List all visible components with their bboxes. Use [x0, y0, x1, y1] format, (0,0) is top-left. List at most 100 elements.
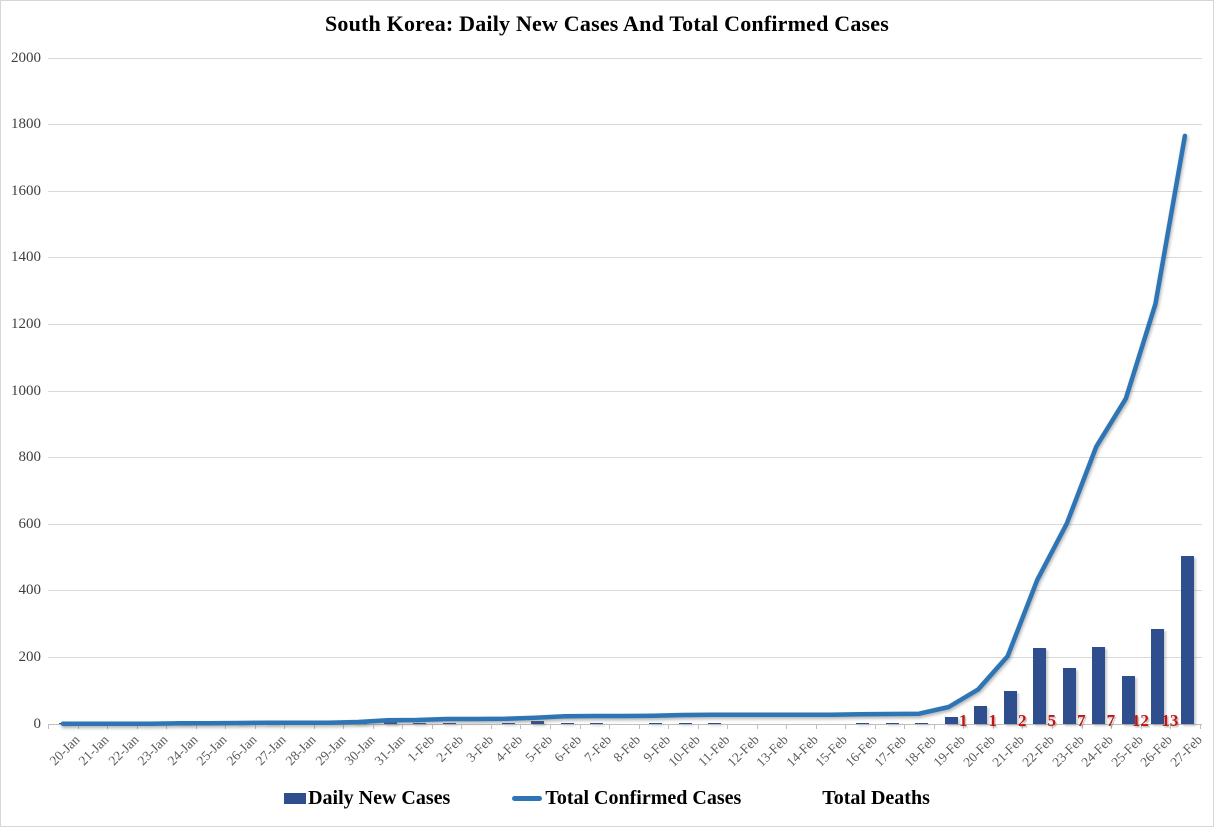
x-tickmark: [1052, 724, 1054, 729]
gridline: [48, 590, 1202, 592]
total-confirmed-cases-line: [60, 133, 1188, 726]
x-tickmark: [1081, 724, 1083, 729]
y-tick-label: 800: [18, 449, 42, 466]
daily-new-cases-bar: [501, 723, 515, 724]
x-tickmark: [579, 724, 581, 729]
x-tickmark: [904, 724, 906, 729]
daily-new-cases-bar: [1003, 690, 1017, 724]
daily-new-cases-bar: [708, 723, 722, 724]
x-tickmark: [313, 724, 315, 729]
x-tickmark: [756, 724, 758, 729]
legend-label: Daily New Cases: [308, 787, 451, 809]
daily-new-cases-bar: [915, 723, 929, 724]
daily-new-cases-bar: [944, 717, 958, 724]
x-tickmark: [786, 724, 788, 729]
daily-new-cases-bar: [885, 723, 899, 724]
x-tickmark: [402, 724, 404, 729]
legend-label: Total Deaths: [822, 787, 930, 809]
x-tickmark: [490, 724, 492, 729]
gridline: [48, 323, 1202, 325]
daily-new-cases-bar: [560, 722, 574, 724]
total-deaths-label: 5: [1047, 711, 1057, 730]
y-tick-label: 1400: [11, 249, 41, 266]
x-tickmark: [254, 724, 256, 729]
total-deaths-label: 7: [1106, 711, 1116, 730]
x-tickmark: [609, 724, 611, 729]
y-tick-label: 200: [18, 648, 42, 665]
x-tickmark: [461, 724, 463, 729]
x-tickmark: [874, 724, 876, 729]
x-tickmark: [933, 724, 935, 729]
daily-new-cases-bar: [649, 723, 663, 724]
legend-item-total-deaths: Total Deaths: [789, 787, 930, 810]
gridline: [48, 257, 1202, 259]
y-tick-label: 600: [18, 515, 42, 532]
x-tickmark: [166, 724, 168, 729]
x-tickmark: [697, 724, 699, 729]
x-tickmark: [107, 724, 109, 729]
x-tickmark: [638, 724, 640, 729]
total-deaths-label: 13: [1161, 711, 1179, 730]
y-tick-label: 1600: [11, 182, 41, 199]
x-tickmark: [550, 724, 551, 729]
legend-item-total-confirmed-cases: Total Confirmed Cases: [512, 787, 741, 810]
daily-new-cases-bar: [974, 706, 988, 724]
total-deaths-label: 1: [988, 711, 997, 730]
x-tickmark: [1170, 724, 1172, 729]
line-swatch-icon: [512, 796, 543, 801]
gridline: [48, 190, 1202, 192]
x-axis-line: [48, 723, 1202, 725]
x-tickmark: [1140, 724, 1142, 729]
y-tick-label: 2000: [11, 49, 41, 66]
daily-new-cases-bar: [383, 722, 397, 724]
x-tickmark: [225, 724, 227, 729]
y-tick-label: 400: [18, 582, 42, 599]
x-tickmark: [1111, 724, 1113, 729]
y-tick-label: 1200: [11, 315, 41, 332]
x-tickmark: [845, 724, 847, 729]
bar-swatch-icon: [284, 793, 307, 804]
x-tickmark: [815, 724, 817, 729]
y-tick-label: 1000: [11, 382, 41, 399]
y-tick-label: 1800: [11, 116, 41, 133]
daily-new-cases-bar: [1121, 676, 1135, 724]
y-tick-label: 0: [33, 715, 42, 732]
x-tickmark: [343, 724, 345, 729]
daily-new-cases-bar: [856, 723, 870, 724]
legend-label: Total Confirmed Cases: [545, 787, 742, 809]
x-tickmark: [727, 724, 729, 729]
daily-new-cases-bar: [1033, 647, 1047, 724]
x-tickmark: [284, 724, 286, 729]
gridline: [48, 124, 1202, 126]
x-tickmark: [668, 724, 670, 729]
gridline: [48, 656, 1202, 658]
x-tickmark: [77, 724, 79, 729]
x-tickmark: [963, 724, 965, 729]
daily-new-cases-bar: [590, 723, 604, 724]
total-deaths-label: 12: [1131, 711, 1149, 730]
chart-title: South Korea: Daily New Cases And Total C…: [324, 11, 890, 36]
x-tickmark: [1022, 724, 1024, 729]
daily-new-cases-bar: [1180, 555, 1194, 724]
legend: Daily New Cases Total Confirmed Cases To…: [1, 787, 1213, 810]
daily-new-cases-bar: [1062, 667, 1076, 724]
daily-new-cases-bar: [1151, 629, 1165, 724]
daily-new-cases-bar: [1092, 647, 1106, 724]
x-tickmark: [136, 724, 138, 729]
legend-item-daily-new-cases: Daily New Cases: [284, 787, 450, 810]
x-tickmark: [372, 724, 374, 729]
gridline: [48, 390, 1202, 392]
x-tickmark: [1199, 724, 1201, 729]
gridline: [48, 457, 1202, 459]
daily-new-cases-bar: [413, 723, 427, 724]
total-deaths-label: 7: [1077, 711, 1086, 730]
x-tickmark: [520, 724, 522, 729]
total-deaths-label: 2: [1018, 711, 1027, 730]
daily-new-cases-bar: [442, 723, 456, 724]
gridline: [48, 523, 1202, 525]
gridline: [48, 57, 1202, 59]
x-tickmark: [431, 724, 433, 729]
daily-new-cases-bar: [678, 723, 692, 724]
